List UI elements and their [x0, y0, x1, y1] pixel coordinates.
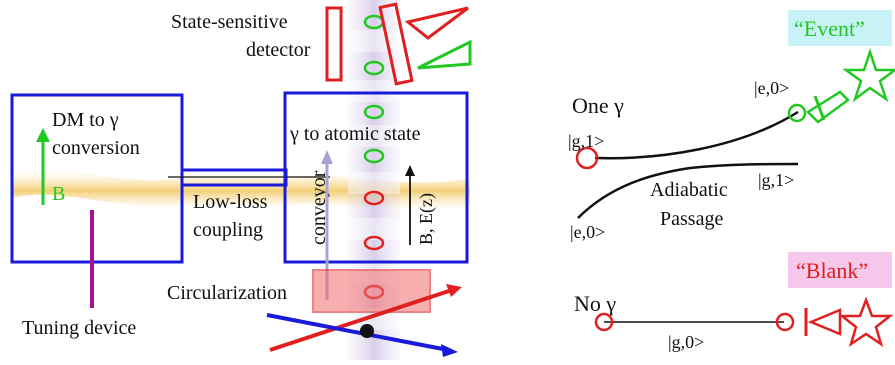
detector-label-line2: detector	[246, 39, 311, 61]
state-g1-left: |g,1>	[568, 131, 604, 151]
field-label: B, E(z)	[416, 193, 437, 245]
event-badge	[788, 10, 892, 46]
laser-crossing-point	[360, 324, 374, 338]
state-g1-marker	[575, 146, 599, 170]
event-detector-cone	[806, 90, 850, 124]
detector-cone-green	[417, 39, 472, 70]
adiabatic-line1: Adiabatic	[650, 179, 728, 201]
b-label: B	[52, 183, 65, 205]
blank-detector-cone	[807, 308, 842, 336]
laser-beam-blue-head	[441, 344, 458, 357]
laser-beam-red	[269, 288, 453, 352]
atom-red-2	[363, 235, 385, 251]
dm-box-line1: DM to γ	[52, 109, 119, 131]
conveyor-label: conveyor	[308, 170, 330, 245]
circularization-box	[312, 269, 431, 313]
detector-plate-right	[378, 2, 414, 86]
state-g0: |g,0>	[668, 332, 704, 352]
adiabatic-lower-curve	[577, 162, 799, 219]
coupling-line2: coupling	[193, 219, 263, 241]
circularization-label: Circularization	[167, 282, 287, 304]
state-e0-left: |e,0>	[570, 222, 605, 242]
laser-beam-blue	[266, 313, 449, 352]
no-photon-title: No γ	[574, 291, 616, 316]
event-detector-bar	[813, 95, 826, 121]
one-photon-title: One γ	[572, 93, 624, 118]
no-photon-end-marker	[775, 312, 795, 332]
atomic-state-box	[283, 91, 469, 264]
b-field-arrowhead	[36, 128, 50, 142]
state-e0-marker	[787, 103, 807, 123]
coupling-line1: Low-loss	[193, 191, 268, 213]
state-g1-right: |g,1>	[758, 170, 794, 190]
adiabatic-upper-curve	[594, 110, 799, 160]
event-badge-label: “Event”	[794, 16, 865, 41]
detector-plate-left	[325, 6, 343, 82]
event-star	[842, 48, 895, 103]
adiabatic-line2: Passage	[660, 208, 723, 230]
blank-badge-label: “Blank”	[796, 258, 868, 283]
atom-green-4	[363, 148, 385, 164]
detector-label-line1: State-sensitive	[171, 11, 288, 33]
blank-badge	[788, 252, 892, 288]
field-arrowhead	[405, 165, 415, 176]
laser-beam-red-head	[446, 284, 462, 297]
detector-cone-red	[404, 6, 469, 40]
atom-red-1	[363, 190, 385, 206]
atom-green-3	[363, 104, 385, 120]
no-photon-start-marker	[594, 312, 614, 332]
dm-box-line2: conversion	[52, 137, 140, 159]
conveyor-arrowhead	[321, 150, 333, 164]
atomic-box-label: γ to atomic state	[289, 123, 421, 145]
state-e0-right: |e,0>	[754, 78, 789, 98]
tuning-device-label: Tuning device	[22, 317, 136, 339]
blank-star	[838, 296, 894, 347]
atom-green-2	[363, 60, 385, 76]
